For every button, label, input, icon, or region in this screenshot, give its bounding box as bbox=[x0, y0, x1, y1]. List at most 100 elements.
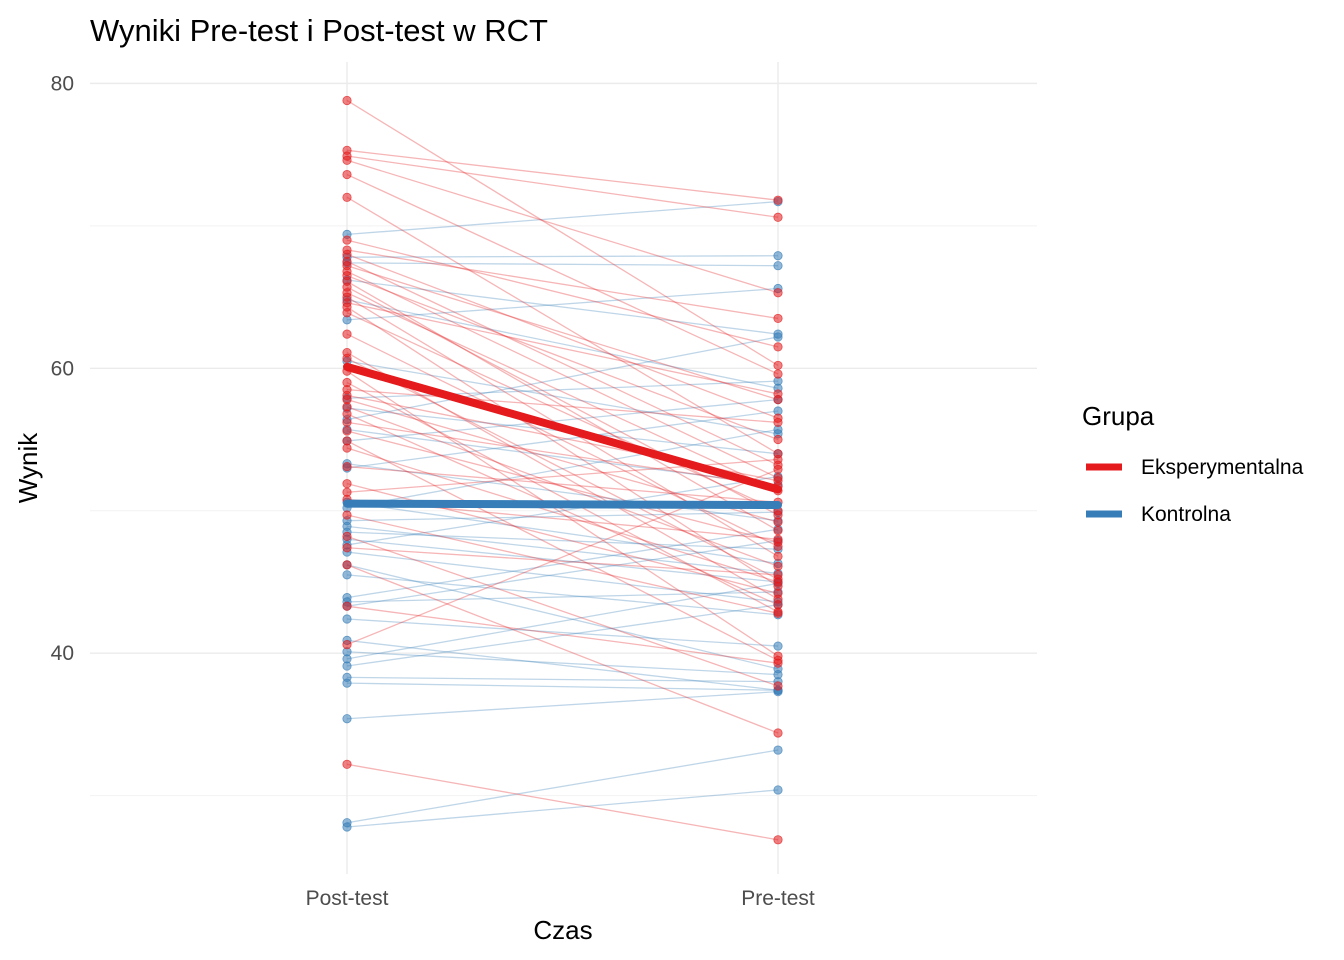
individual-line bbox=[346, 605, 779, 664]
mean-point bbox=[343, 362, 351, 371]
individual-line bbox=[346, 253, 779, 419]
x-tick-label: Pre-test bbox=[741, 887, 815, 910]
individual-line bbox=[346, 514, 779, 614]
data-point bbox=[773, 332, 783, 342]
individual-line bbox=[346, 200, 779, 236]
y-tick-label: 40 bbox=[51, 642, 74, 665]
data-point bbox=[773, 261, 783, 271]
individual-lines bbox=[346, 99, 779, 841]
data-point bbox=[342, 95, 352, 106]
individual-line bbox=[346, 564, 779, 670]
individual-line bbox=[346, 540, 779, 607]
data-point bbox=[773, 785, 783, 795]
individual-line bbox=[346, 249, 779, 320]
data-point bbox=[773, 464, 783, 475]
individual-line bbox=[346, 676, 779, 683]
data-point bbox=[773, 454, 783, 465]
legend-key-point bbox=[1100, 463, 1108, 471]
individual-line bbox=[346, 528, 779, 599]
individual-line bbox=[346, 547, 779, 576]
chart-title: Wyniki Pre-test i Post-test w RCT bbox=[90, 13, 548, 48]
data-point bbox=[342, 461, 352, 472]
individual-line bbox=[346, 551, 779, 603]
individual-line bbox=[346, 564, 779, 734]
individual-line bbox=[346, 468, 779, 646]
data-point bbox=[773, 728, 783, 738]
individual-line bbox=[346, 196, 779, 455]
data-point bbox=[773, 369, 783, 379]
individual-line bbox=[346, 360, 779, 435]
individual-line bbox=[346, 255, 779, 258]
individual-line bbox=[346, 428, 779, 509]
individual-line bbox=[346, 511, 779, 522]
individual-line bbox=[346, 447, 779, 583]
data-point bbox=[342, 614, 352, 624]
mean-point bbox=[343, 499, 351, 508]
individual-line bbox=[346, 591, 779, 603]
data-point bbox=[773, 195, 783, 205]
individual-line bbox=[346, 465, 779, 503]
data-point bbox=[773, 417, 783, 428]
individual-line bbox=[346, 749, 779, 824]
individual-line bbox=[346, 159, 779, 294]
individual-line bbox=[346, 463, 779, 522]
data-point bbox=[342, 169, 352, 180]
data-point bbox=[773, 658, 783, 668]
mean-point bbox=[774, 501, 782, 510]
data-point bbox=[342, 235, 352, 245]
individual-line bbox=[346, 292, 779, 492]
individual-line bbox=[346, 99, 779, 366]
data-point bbox=[342, 409, 352, 419]
data-point bbox=[773, 342, 783, 352]
individual-line bbox=[346, 280, 779, 532]
individual-line bbox=[346, 302, 779, 395]
data-point bbox=[773, 360, 783, 371]
legend-title: Grupa bbox=[1082, 401, 1155, 431]
data-point bbox=[773, 434, 783, 445]
individual-line bbox=[346, 312, 779, 512]
individual-line bbox=[346, 352, 779, 600]
individual-points bbox=[342, 95, 783, 845]
individual-line bbox=[346, 380, 779, 399]
y-axis-ticks: 40 60 80 bbox=[51, 72, 74, 665]
data-point bbox=[773, 561, 783, 571]
individual-line bbox=[346, 410, 779, 469]
mean-line bbox=[346, 499, 779, 510]
individual-line bbox=[346, 286, 779, 516]
individual-line bbox=[346, 430, 779, 543]
data-point bbox=[773, 251, 783, 261]
data-point bbox=[342, 543, 352, 553]
data-point bbox=[342, 560, 352, 570]
individual-line bbox=[346, 389, 779, 424]
individual-line bbox=[346, 582, 779, 660]
mean-line bbox=[345, 363, 780, 494]
individual-line bbox=[346, 299, 779, 389]
data-point bbox=[342, 661, 352, 671]
individual-line bbox=[346, 262, 779, 267]
individual-line bbox=[346, 538, 779, 583]
data-point bbox=[773, 600, 783, 610]
data-point bbox=[342, 570, 352, 580]
individual-line bbox=[346, 260, 779, 466]
data-point bbox=[773, 745, 783, 755]
individual-line bbox=[346, 173, 779, 375]
legend: Grupa Eksperymentalna Kontrolna bbox=[1082, 401, 1304, 526]
mean-lines bbox=[343, 362, 782, 510]
individual-line bbox=[346, 525, 779, 575]
data-point bbox=[773, 551, 783, 561]
data-point bbox=[773, 588, 783, 598]
y-tick-label: 60 bbox=[51, 357, 74, 380]
data-point bbox=[342, 192, 352, 202]
individual-line bbox=[346, 336, 779, 421]
data-point bbox=[773, 389, 783, 399]
legend-label: Eksperymentalna bbox=[1141, 456, 1304, 479]
individual-line bbox=[346, 475, 779, 546]
data-point bbox=[773, 517, 783, 527]
individual-line bbox=[346, 763, 779, 841]
individual-line bbox=[346, 275, 779, 441]
individual-line bbox=[346, 651, 779, 676]
individual-line bbox=[346, 306, 779, 587]
legend-key-point bbox=[1100, 510, 1108, 518]
individual-line bbox=[346, 574, 779, 616]
